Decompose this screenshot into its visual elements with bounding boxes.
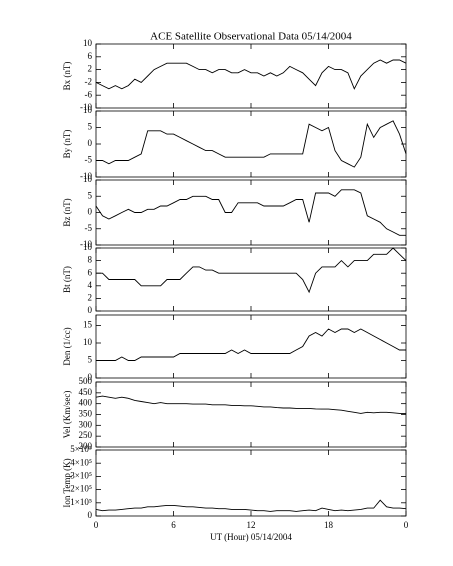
y-tick-label: 0 (88, 305, 93, 315)
x-tick-label: 12 (247, 520, 256, 530)
y-tick-label: 5 (88, 190, 93, 200)
y-tick-label: 8 (88, 255, 93, 265)
y-tick-label: 300 (79, 419, 93, 429)
y-tick-label: 2 (88, 292, 93, 302)
x-tick-label: 18 (324, 520, 334, 530)
y-tick-label: 0 (88, 207, 93, 217)
x-axis-label: UT (Hour) 05/14/2004 (210, 532, 292, 542)
y-tick-label: 6 (88, 267, 93, 277)
y-tick-label: -6 (85, 89, 93, 99)
y-axis-label: Bt (nT) (62, 266, 72, 293)
y-axis-label: Den (1/cc) (62, 327, 72, 365)
y-tick-label: 5×10⁵ (70, 444, 92, 454)
x-tick-label: 0 (404, 520, 409, 530)
y-tick-label: -10 (80, 171, 92, 181)
y-tick-label: -5 (85, 155, 93, 165)
y-tick-label: 450 (79, 387, 93, 397)
y-tick-label: 2 (88, 64, 93, 74)
chart-title: ACE Satellite Observational Data 05/14/2… (150, 31, 352, 43)
data-line (95, 189, 406, 236)
y-tick-label: 5 (88, 122, 93, 132)
y-tick-label: -10 (80, 239, 92, 249)
y-tick-label: 15 (83, 320, 93, 330)
y-tick-label: 350 (79, 409, 93, 419)
data-line (96, 328, 406, 361)
y-tick-label: 10 (83, 38, 93, 48)
y-tick-label: 4 (88, 280, 93, 290)
data-line (95, 395, 406, 414)
y-tick-label: 10 (83, 337, 93, 347)
y-tick-label: 2×10⁵ (70, 484, 92, 494)
data-line (96, 247, 407, 294)
y-tick-label: 0 (88, 138, 93, 148)
y-tick-label: 10 (83, 105, 93, 115)
y-tick-label: 10 (83, 242, 93, 252)
y-axis-label: Bx (nT) (62, 62, 72, 91)
y-tick-label: -10 (80, 102, 92, 112)
y-axis-label: Ion Temp (K) (62, 458, 72, 507)
y-tick-label: 4×10⁵ (70, 457, 92, 467)
y-tick-label: 500 (79, 376, 93, 386)
y-tick-label: 6 (88, 51, 93, 61)
y-tick-label: 1×10⁵ (70, 497, 92, 507)
y-axis-label: Bz (nT) (62, 198, 72, 226)
x-tick-label: 6 (171, 520, 176, 530)
y-tick-label: 10 (83, 174, 93, 184)
y-tick-label: 250 (79, 430, 93, 440)
y-tick-label: -5 (85, 223, 93, 233)
y-tick-label: 3×10⁵ (70, 470, 92, 480)
y-tick-label: 400 (79, 398, 93, 408)
data-line (96, 120, 407, 168)
data-line (95, 59, 407, 90)
y-tick-label: 5 (88, 355, 93, 365)
y-tick-label: -2 (85, 76, 93, 86)
x-tick-label: 0 (94, 520, 99, 530)
y-tick-label: 0 (88, 372, 93, 382)
data-line (95, 499, 407, 512)
y-axis-label: Vel (Km/sec) (62, 391, 72, 439)
y-tick-label: 0 (88, 510, 93, 520)
y-axis-label: By (nT) (62, 130, 72, 159)
y-tick-label: 200 (79, 441, 93, 451)
